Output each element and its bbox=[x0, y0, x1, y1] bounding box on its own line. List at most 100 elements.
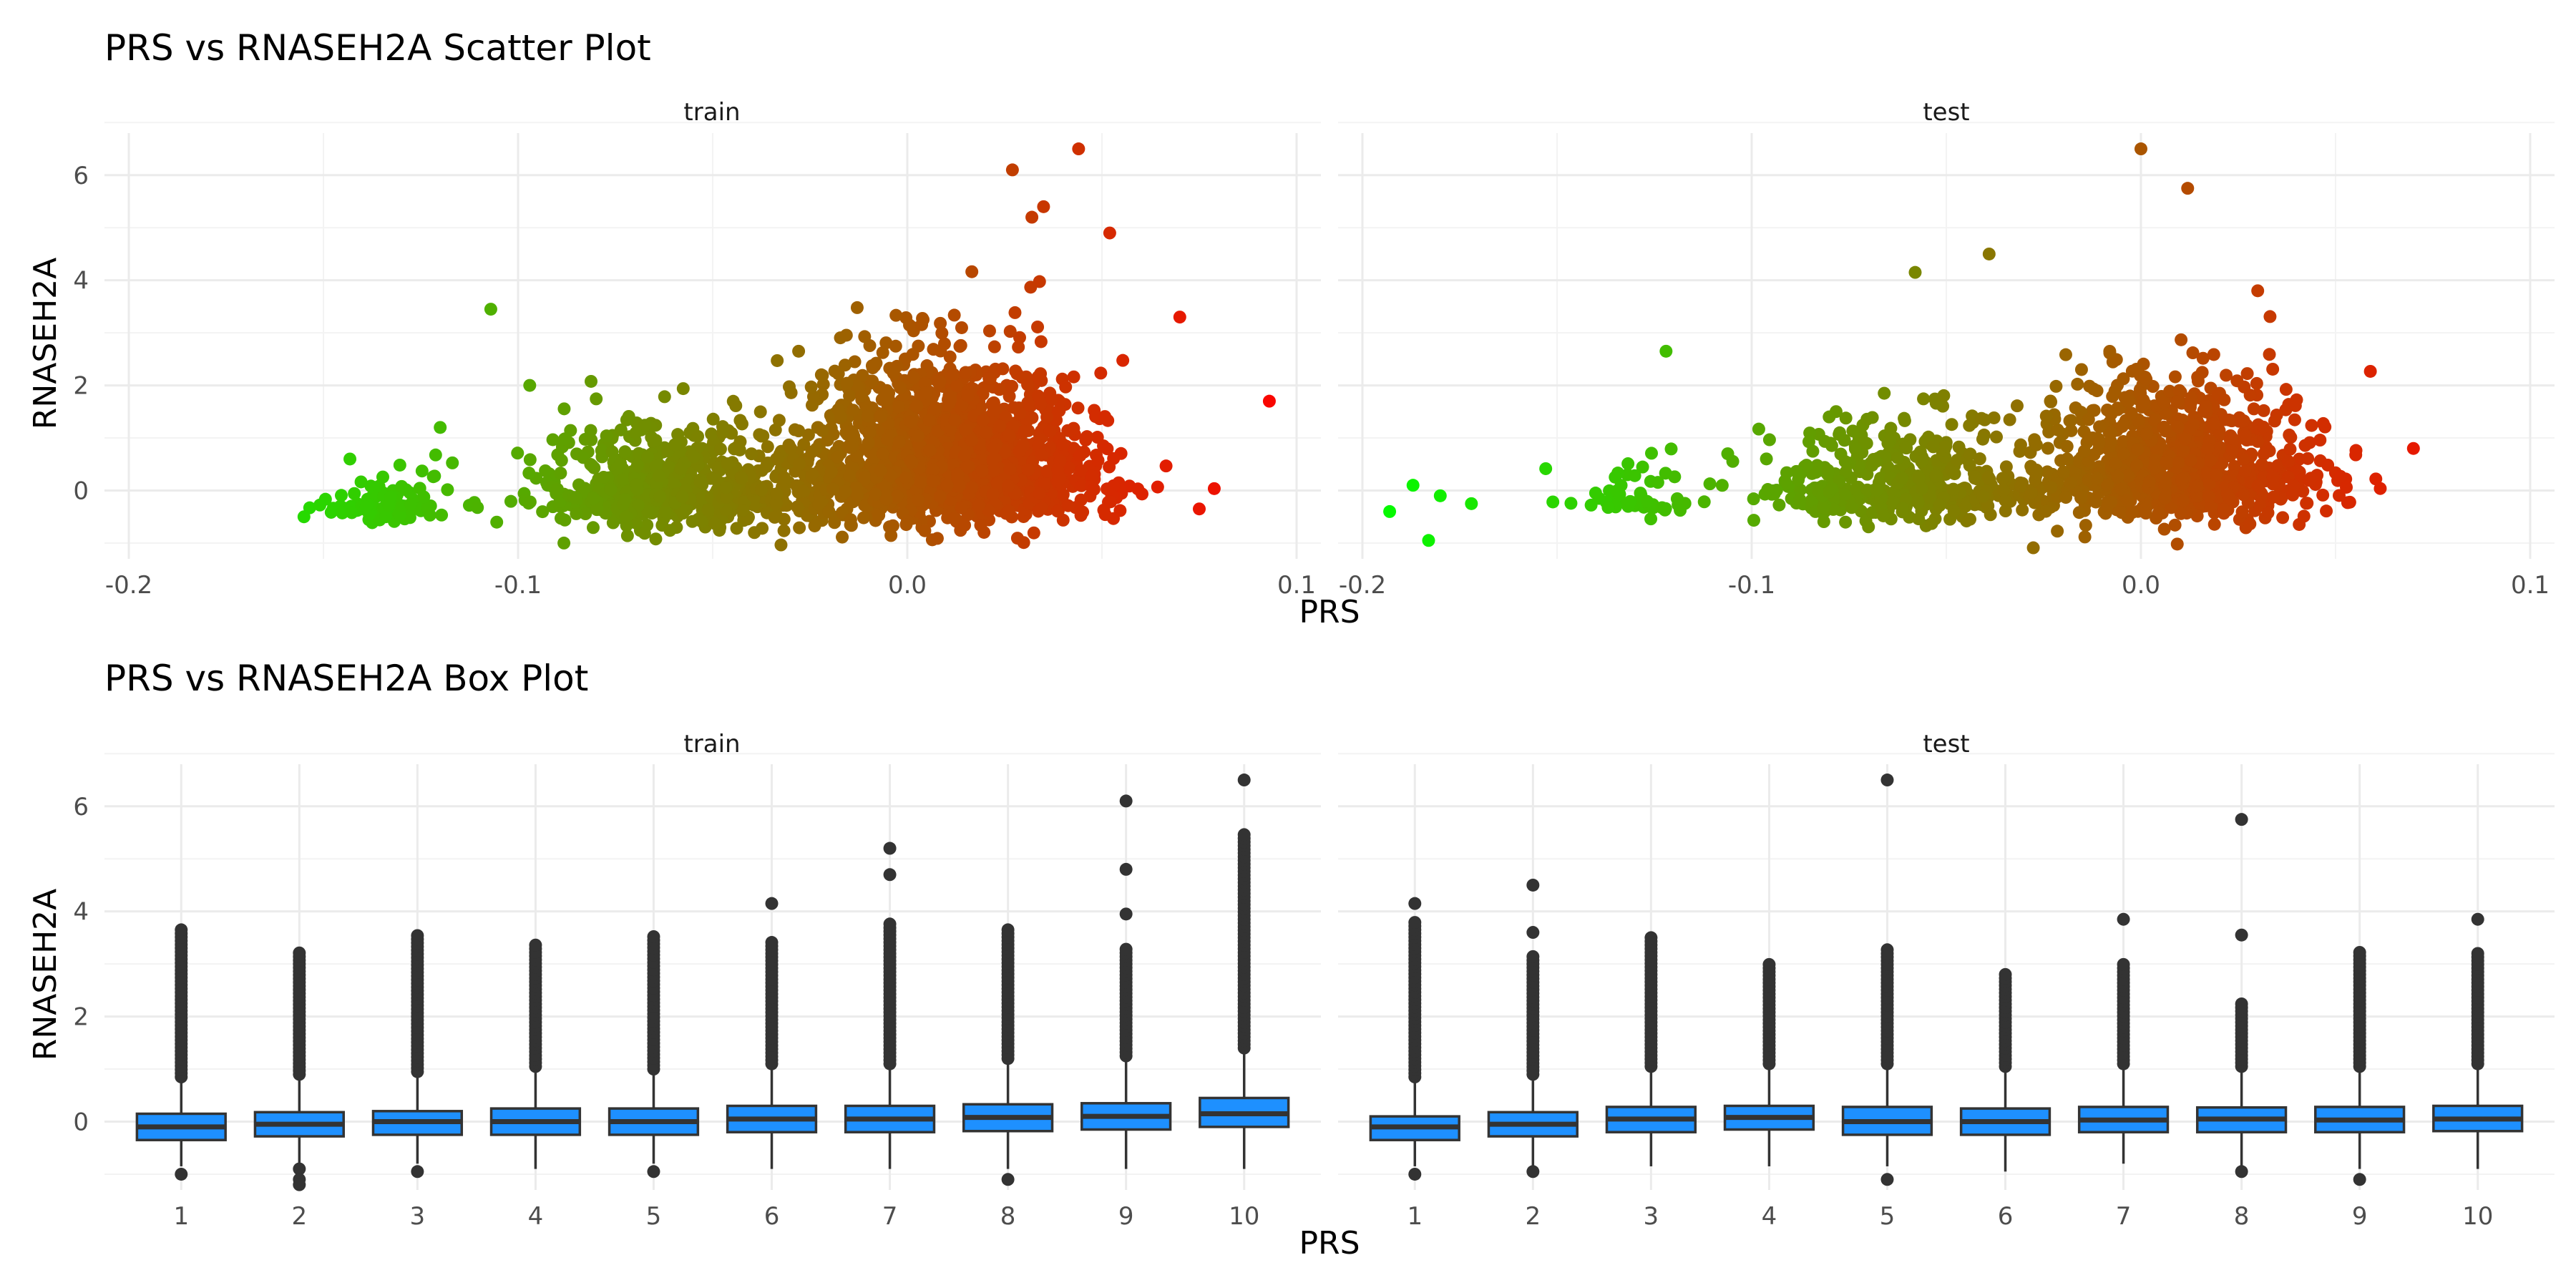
box-title: PRS vs RNASEH2A Box Plot bbox=[104, 658, 588, 699]
scatter-point bbox=[2074, 491, 2088, 504]
scatter-point bbox=[2064, 477, 2077, 490]
scatter-point bbox=[595, 444, 608, 457]
scatter-point bbox=[1825, 482, 1838, 495]
scatter-point bbox=[874, 410, 887, 424]
scatter-point bbox=[1659, 467, 1672, 480]
scatter-point bbox=[1601, 501, 1615, 514]
scatter-point bbox=[2104, 435, 2118, 449]
scatter-point bbox=[604, 483, 618, 497]
scatter-point bbox=[889, 308, 903, 322]
scatter-point bbox=[2237, 488, 2250, 502]
scatter-point bbox=[2103, 344, 2117, 358]
scatter-point bbox=[618, 493, 632, 507]
scatter-point bbox=[1898, 414, 1911, 427]
x-tick-label: 8 bbox=[2234, 1202, 2250, 1231]
scatter-point bbox=[1833, 426, 1846, 439]
scatter-point bbox=[769, 423, 782, 436]
scatter-point bbox=[1770, 483, 1783, 497]
scatter-point bbox=[771, 353, 784, 367]
x-tick-label: 7 bbox=[882, 1202, 898, 1231]
scatter-point bbox=[1891, 451, 1905, 464]
scatter-point bbox=[1107, 479, 1121, 492]
scatter-point bbox=[668, 438, 682, 452]
scatter-point bbox=[2135, 142, 2147, 156]
scatter-point bbox=[958, 449, 972, 462]
scatter-point bbox=[1075, 464, 1088, 477]
scatter-point bbox=[1085, 469, 1098, 483]
scatter-point bbox=[1917, 392, 1931, 406]
scatter-point bbox=[554, 467, 567, 480]
scatter-point bbox=[2263, 348, 2276, 361]
scatter-point bbox=[674, 462, 688, 476]
scatter-point bbox=[965, 434, 979, 447]
box-outliers bbox=[2471, 912, 2484, 1070]
scatter-point bbox=[324, 505, 338, 519]
scatter-point bbox=[2318, 420, 2332, 434]
outlier-point bbox=[883, 841, 897, 855]
outlier-point bbox=[2353, 1173, 2366, 1186]
scatter-point bbox=[933, 489, 947, 503]
scatter-point bbox=[980, 425, 993, 439]
scatter-point bbox=[1564, 497, 1578, 510]
scatter-point bbox=[1997, 484, 2011, 497]
scatter-point bbox=[1996, 472, 2009, 485]
scatter-point bbox=[836, 530, 849, 544]
scatter-point bbox=[1780, 477, 1793, 491]
scatter-point bbox=[1067, 421, 1080, 435]
scatter-point bbox=[2072, 506, 2086, 519]
scatter-point bbox=[774, 538, 788, 552]
box-1 bbox=[135, 923, 227, 1181]
scatter-point bbox=[1915, 482, 1928, 495]
scatter-point bbox=[1651, 476, 1664, 489]
scatter-point bbox=[2139, 507, 2152, 520]
box-outliers bbox=[883, 841, 897, 1070]
scatter-point bbox=[632, 499, 645, 512]
scatter-point bbox=[922, 414, 936, 427]
scatter-point bbox=[649, 434, 663, 447]
scatter-point bbox=[812, 497, 826, 511]
scatter-point bbox=[2189, 480, 2202, 494]
outlier-point bbox=[1762, 957, 1776, 971]
scatter-point bbox=[1780, 466, 1793, 479]
scatter-point bbox=[736, 504, 750, 517]
scatter-point bbox=[733, 443, 746, 457]
scatter-point bbox=[1002, 479, 1015, 493]
x-tick-label: 6 bbox=[764, 1202, 780, 1231]
scatter-point bbox=[2172, 384, 2186, 397]
scatter-point bbox=[2122, 395, 2135, 409]
scatter-point bbox=[2251, 479, 2265, 492]
box-2 bbox=[1487, 878, 1579, 1179]
scatter-point bbox=[858, 470, 872, 484]
scatter-point bbox=[539, 464, 552, 477]
scatter-point bbox=[446, 456, 459, 469]
scatter-point bbox=[2202, 489, 2215, 503]
box-outliers bbox=[647, 930, 660, 1179]
scatter-point bbox=[2014, 479, 2027, 493]
outlier-point bbox=[411, 929, 424, 942]
scatter-point bbox=[1098, 410, 1112, 424]
scatter-point bbox=[2051, 525, 2064, 538]
scatter-point bbox=[558, 513, 572, 527]
scatter-point bbox=[2340, 480, 2353, 494]
scatter-point bbox=[805, 467, 819, 481]
outlier-point bbox=[1408, 897, 1422, 910]
scatter-point bbox=[2175, 333, 2188, 346]
scatter-point bbox=[649, 532, 663, 546]
outlier-point bbox=[1999, 967, 2012, 981]
scatter-point bbox=[887, 366, 900, 380]
outlier-point bbox=[1237, 828, 1251, 841]
y-tick-label: 0 bbox=[73, 477, 89, 506]
scatter-point bbox=[919, 376, 932, 390]
scatter-point bbox=[2159, 476, 2172, 489]
x-tick-label: 3 bbox=[410, 1202, 426, 1231]
box-outliers bbox=[411, 929, 424, 1179]
scatter-point bbox=[1207, 482, 1221, 495]
scatter-point bbox=[1056, 488, 1070, 502]
scatter-point bbox=[843, 469, 857, 483]
scatter-point bbox=[998, 445, 1012, 459]
scatter-point bbox=[1659, 344, 1673, 358]
scatter-point bbox=[2243, 389, 2257, 402]
scatter-point bbox=[2044, 480, 2058, 494]
scatter-point bbox=[879, 394, 892, 408]
outlier-point bbox=[293, 1162, 306, 1176]
